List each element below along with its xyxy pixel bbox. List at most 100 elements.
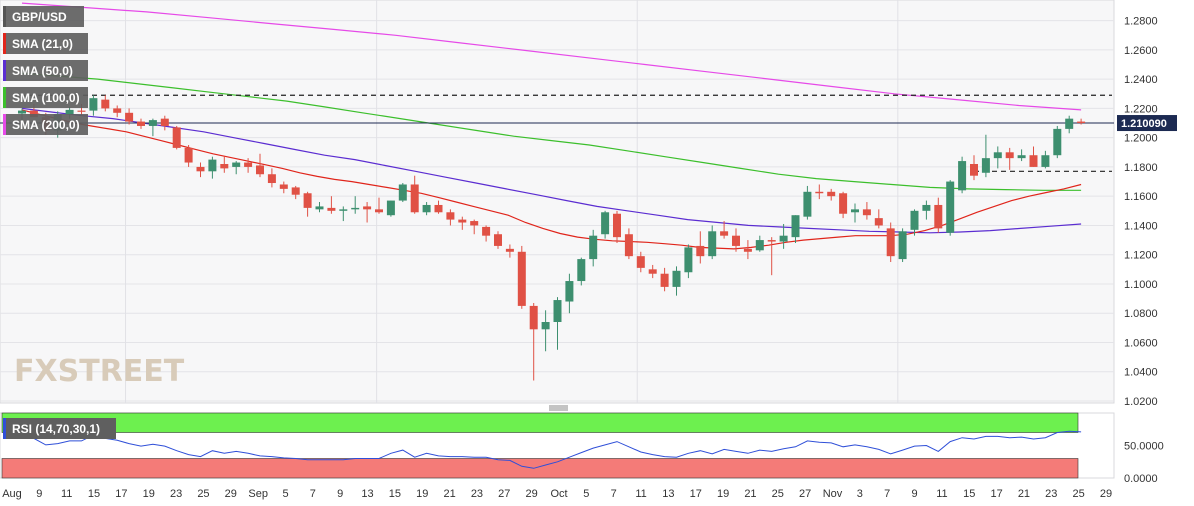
last-price-tag bbox=[1117, 115, 1177, 132]
rsi-tick-label: 50.0000 bbox=[1124, 441, 1164, 453]
x-tick-label: 7 bbox=[310, 488, 316, 500]
x-tick-label: 9 bbox=[337, 488, 343, 500]
candle bbox=[993, 152, 1002, 159]
y-tick-label: 1.1200 bbox=[1124, 250, 1158, 262]
candle bbox=[636, 256, 645, 268]
watermark-logo: FXSTREET bbox=[14, 354, 185, 389]
legend-swatch bbox=[3, 33, 6, 54]
y-tick-label: 1.2200 bbox=[1124, 103, 1158, 115]
candle bbox=[529, 305, 538, 330]
x-tick-label: 15 bbox=[389, 488, 401, 500]
x-tick-label: 11 bbox=[635, 488, 646, 500]
x-tick-label: 25 bbox=[197, 488, 209, 500]
candle bbox=[327, 207, 336, 211]
candle bbox=[184, 147, 193, 163]
x-tick-label: 27 bbox=[799, 488, 811, 500]
candle bbox=[839, 193, 848, 214]
candle bbox=[339, 209, 348, 211]
candle bbox=[541, 322, 550, 330]
x-tick-label: 27 bbox=[498, 488, 510, 500]
legend-item[interactable] bbox=[6, 33, 88, 54]
candle bbox=[196, 166, 205, 172]
candle bbox=[232, 162, 241, 167]
candle bbox=[934, 204, 943, 229]
candle bbox=[1005, 152, 1014, 159]
legend-label: SMA (21,0) bbox=[12, 37, 73, 51]
x-tick-label: 9 bbox=[36, 488, 42, 500]
x-tick-label: 17 bbox=[690, 488, 702, 500]
candle bbox=[1077, 121, 1086, 124]
legend-item[interactable] bbox=[6, 114, 88, 135]
x-tick-label: 5 bbox=[282, 488, 288, 500]
x-tick-label: Oct bbox=[550, 488, 567, 500]
candle bbox=[244, 162, 253, 167]
x-tick-label: 15 bbox=[88, 488, 100, 500]
candle bbox=[65, 109, 74, 115]
candle bbox=[291, 187, 300, 195]
candle bbox=[803, 191, 812, 217]
x-tick-label: 11 bbox=[61, 488, 72, 500]
candle bbox=[1053, 128, 1062, 156]
y-tick-label: 1.0600 bbox=[1124, 337, 1158, 349]
candle bbox=[922, 204, 931, 211]
candle bbox=[624, 234, 633, 257]
legend-swatch bbox=[3, 87, 6, 108]
x-tick-label: 13 bbox=[662, 488, 674, 500]
legend-label: SMA (100,0) bbox=[12, 91, 80, 105]
candle bbox=[315, 206, 324, 210]
rsi-legend[interactable] bbox=[6, 418, 116, 439]
x-tick-label: 29 bbox=[526, 488, 538, 500]
x-tick-label: 21 bbox=[744, 488, 756, 500]
candle bbox=[981, 158, 990, 173]
candle bbox=[148, 120, 157, 126]
candle bbox=[755, 240, 764, 251]
candle bbox=[137, 121, 145, 126]
candle bbox=[267, 174, 276, 184]
candle bbox=[208, 159, 217, 172]
x-tick-label: Aug bbox=[2, 488, 22, 500]
candle bbox=[375, 209, 383, 213]
candle bbox=[410, 184, 419, 213]
legend-item[interactable] bbox=[6, 60, 88, 81]
candle bbox=[113, 108, 122, 113]
candle bbox=[434, 204, 443, 213]
candle bbox=[422, 204, 431, 213]
candle bbox=[767, 240, 776, 242]
candle bbox=[708, 231, 717, 257]
legend-label: GBP/USD bbox=[12, 10, 67, 24]
x-tick-label: 13 bbox=[361, 488, 373, 500]
rsi-oversold-zone bbox=[1, 458, 1079, 479]
x-tick-label: 19 bbox=[143, 488, 155, 500]
candle bbox=[684, 247, 693, 273]
x-tick-label: 11 bbox=[936, 488, 947, 500]
candle bbox=[18, 110, 26, 114]
candle bbox=[862, 209, 871, 216]
candle bbox=[89, 98, 98, 111]
y-tick-label: 1.0200 bbox=[1124, 396, 1158, 408]
candle bbox=[601, 212, 610, 235]
y-tick-label: 1.0400 bbox=[1124, 367, 1158, 379]
candle bbox=[1029, 155, 1038, 167]
legend-item[interactable] bbox=[6, 6, 84, 27]
legend-item[interactable] bbox=[6, 87, 88, 108]
candle bbox=[1041, 155, 1050, 167]
y-tick-label: 1.1400 bbox=[1124, 220, 1158, 232]
candle bbox=[482, 226, 491, 236]
candle bbox=[553, 300, 562, 322]
candle bbox=[517, 251, 526, 306]
x-tick-label: 21 bbox=[443, 488, 455, 500]
candle bbox=[827, 191, 836, 197]
candle bbox=[648, 269, 657, 274]
y-tick-label: 1.2800 bbox=[1124, 16, 1158, 28]
legend-swatch bbox=[3, 6, 6, 27]
candle bbox=[565, 281, 574, 302]
candle bbox=[256, 165, 264, 175]
candle bbox=[172, 127, 181, 148]
x-tick-label: 9 bbox=[911, 488, 917, 500]
y-tick-label: 1.0800 bbox=[1124, 308, 1158, 320]
legend-label: SMA (50,0) bbox=[12, 64, 73, 78]
candle bbox=[494, 234, 502, 246]
candle bbox=[470, 221, 479, 226]
candle bbox=[577, 259, 586, 282]
